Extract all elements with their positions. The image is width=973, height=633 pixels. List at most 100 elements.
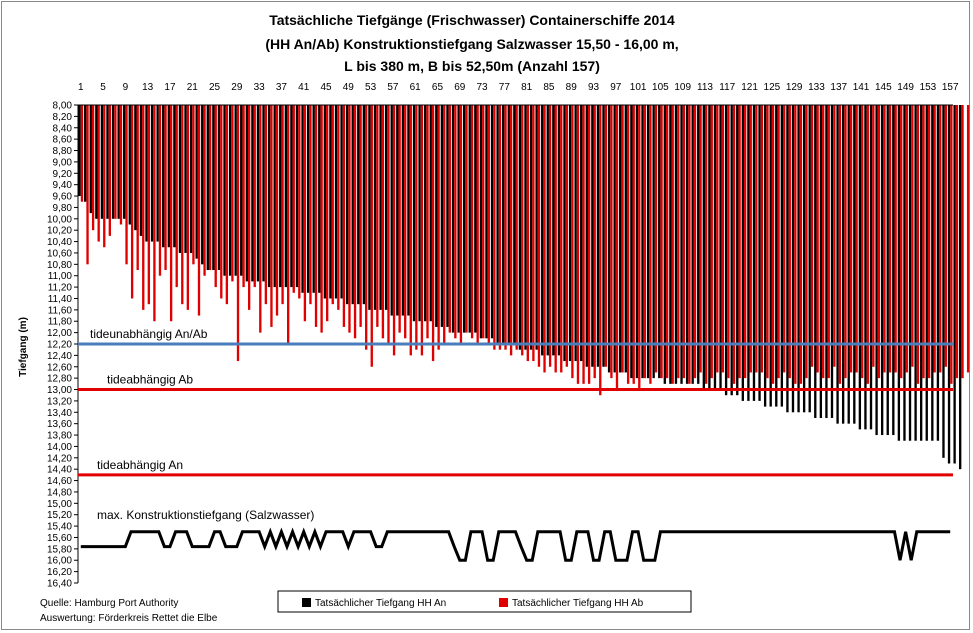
bar-an: [262, 105, 265, 282]
bar-an: [841, 105, 845, 424]
bar-an: [663, 105, 666, 384]
bar-ab: [610, 105, 613, 379]
bar-an: [273, 105, 276, 288]
bar-ab: [504, 105, 507, 350]
bar-an: [290, 105, 293, 288]
bar-ab: [404, 105, 407, 339]
x-tick-label: 89: [566, 82, 578, 93]
bar-an: [301, 105, 304, 293]
bar-ab: [181, 105, 184, 305]
bar-an: [775, 105, 778, 407]
x-tick-label: 137: [830, 82, 847, 93]
bar-an: [518, 105, 522, 350]
bar-ab: [638, 105, 641, 390]
bar-an: [451, 105, 455, 333]
bar-ab: [153, 105, 156, 322]
x-tick-label: 113: [697, 82, 713, 93]
bar-an: [752, 105, 756, 401]
x-tick-label: 141: [853, 82, 870, 93]
bar-ab: [537, 105, 541, 367]
bar-ab: [114, 105, 117, 219]
bar-ab: [693, 105, 697, 379]
bar-an: [875, 105, 878, 436]
bar-an: [329, 105, 332, 299]
bar-an: [418, 105, 421, 322]
bar-an: [741, 105, 744, 401]
bar-ab: [727, 105, 730, 379]
bar-an: [368, 105, 371, 310]
x-tick-label: 17: [164, 82, 176, 93]
bar-ab: [861, 105, 864, 379]
x-tick-label: 85: [543, 82, 555, 93]
bar-ab: [900, 105, 903, 379]
bar-ab: [515, 105, 518, 350]
bar-an: [435, 105, 438, 327]
x-tick-label: 73: [476, 82, 488, 93]
y-tick-label: 10,60: [47, 248, 72, 259]
bar-an: [535, 105, 538, 350]
bar-ab: [704, 105, 708, 384]
bar-an: [351, 105, 354, 305]
legend: Tatsächlicher Tiefgang HH An Tatsächlich…: [277, 590, 692, 613]
bar-an: [379, 105, 382, 310]
y-tick-label: 11,60: [48, 305, 73, 316]
bar-ab: [649, 105, 652, 384]
bar-ab: [738, 105, 741, 379]
bar-ab: [370, 105, 373, 367]
y-tick-label: 13,20: [47, 396, 72, 407]
y-tick-label: 16,20: [47, 567, 72, 578]
bar-ab: [420, 105, 424, 356]
x-tick-label: 117: [719, 82, 735, 93]
bar-an: [786, 105, 789, 413]
bar-an: [669, 105, 672, 384]
bar-ab: [783, 105, 786, 373]
bar-an: [178, 105, 182, 253]
bar-an: [156, 105, 159, 242]
x-tick-label: 53: [365, 82, 377, 93]
bar-an: [836, 105, 839, 424]
y-tick-label: 15,80: [47, 544, 72, 555]
bar-an: [145, 105, 148, 242]
bar-an: [228, 105, 232, 276]
x-tick-labels: 1 5 9 13 17 21 25 29 33 37 41 45 49 53 57 61 65 69 73 77 81 8…: [78, 82, 959, 93]
y-tick-label: 11,20: [48, 283, 73, 294]
bar-an: [468, 105, 471, 333]
bar-an: [591, 105, 594, 367]
bar-an: [212, 105, 215, 271]
bar-ab: [626, 105, 630, 384]
bar-ab: [259, 105, 262, 333]
x-tick-label: 77: [499, 82, 511, 93]
bar-ab: [348, 105, 351, 333]
bar-an: [747, 105, 750, 401]
bar-an: [947, 105, 951, 464]
bar-an: [802, 105, 806, 413]
bar-an: [880, 105, 884, 436]
bar-ab: [955, 105, 959, 379]
bar-ab: [799, 105, 803, 384]
bar-ab: [320, 105, 323, 333]
bar-ab: [939, 105, 942, 373]
bar-an: [825, 105, 828, 418]
bar-ab: [771, 105, 775, 384]
series-an-bars: [78, 105, 962, 470]
bar-ab: [359, 105, 362, 327]
bar-an: [713, 105, 717, 390]
bar-ab: [169, 105, 173, 322]
bar-an: [925, 105, 928, 441]
bar-ab: [665, 105, 669, 379]
x-tick-label: 25: [209, 82, 221, 93]
bar-ab: [654, 105, 658, 373]
bar-an: [256, 105, 260, 282]
bar-ab: [498, 105, 502, 350]
bar-ab: [721, 105, 725, 373]
bar-ab: [838, 105, 842, 384]
bar-ab: [337, 105, 340, 310]
bar-ab: [103, 105, 106, 248]
bar-ab: [788, 105, 791, 379]
y-tick-label: 11,00: [48, 271, 73, 282]
bar-an: [423, 105, 427, 322]
chart-title-line-3: L bis 380 m, B bis 52,50m (Anzahl 157): [344, 58, 600, 74]
bar-an: [568, 105, 572, 362]
